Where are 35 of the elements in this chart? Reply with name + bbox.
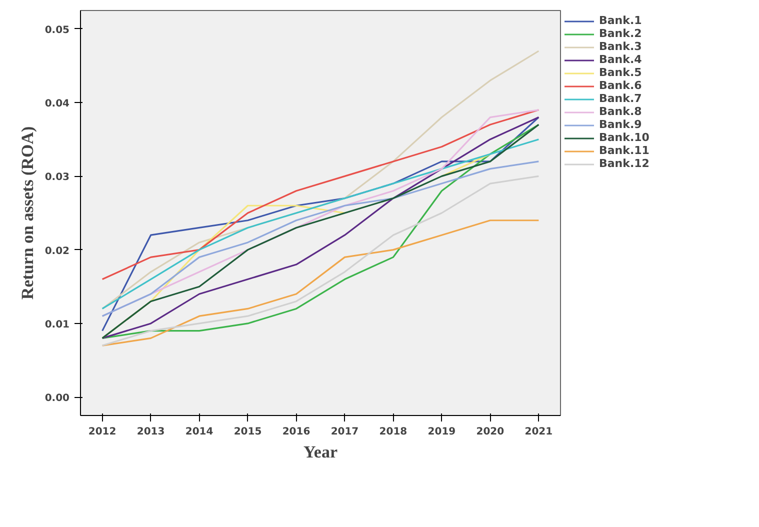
legend-label: Bank.9	[599, 118, 642, 131]
legend-label: Bank.3	[599, 40, 642, 53]
x-tick-label: 2015	[234, 426, 262, 438]
legend-label: Bank.12	[599, 157, 650, 170]
line-series	[102, 160, 540, 317]
y-tick-label: 0.04	[44, 98, 70, 110]
legend-label: Bank.1	[599, 14, 642, 27]
x-tick-label: 2021	[524, 426, 553, 438]
line-series	[102, 220, 540, 346]
y-tick-label: 0.03	[44, 172, 70, 184]
line-series	[102, 109, 540, 280]
x-tick-label: 2016	[282, 426, 310, 438]
legend-label: Bank.4	[599, 53, 642, 66]
x-tick-label: 2017	[330, 426, 359, 438]
x-tick-label: 2018	[379, 426, 408, 438]
legend-label: Bank.2	[599, 27, 642, 40]
x-tick-label: 2019	[428, 426, 456, 438]
y-tick-label: 0.02	[44, 246, 70, 257]
x-axis-title: Year	[304, 442, 338, 462]
y-tick-label: 0.05	[44, 24, 70, 36]
legend-label: Bank.8	[599, 105, 642, 118]
y-tick-label: 0.00	[44, 393, 70, 404]
x-tick-label: 2014	[185, 426, 214, 438]
legend-label: Bank.11	[599, 144, 650, 157]
line-series	[102, 138, 540, 310]
line-series	[102, 175, 540, 346]
y-tick-label: 0.01	[44, 319, 70, 330]
x-tick-label: 2012	[88, 426, 116, 438]
legend-label: Bank.6	[599, 79, 642, 92]
legend-label: Bank.7	[599, 92, 642, 105]
legend-label: Bank.10	[599, 131, 650, 144]
x-tick-label: 2020	[476, 426, 504, 438]
legend-label: Bank.5	[599, 66, 642, 79]
y-axis-title: Return on assets (ROA)	[18, 126, 37, 300]
x-tick-label: 2013	[136, 426, 165, 438]
